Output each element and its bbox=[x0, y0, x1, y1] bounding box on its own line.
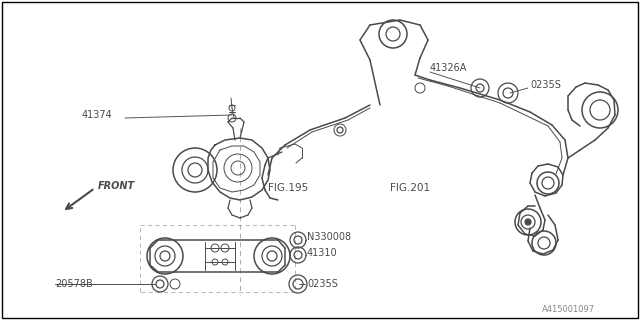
Text: A415001097: A415001097 bbox=[542, 306, 595, 315]
Text: 41374: 41374 bbox=[82, 110, 113, 120]
Text: FIG.195: FIG.195 bbox=[268, 183, 308, 193]
Circle shape bbox=[525, 219, 531, 225]
Text: FRONT: FRONT bbox=[98, 181, 135, 191]
Text: 0235S: 0235S bbox=[307, 279, 338, 289]
Text: N330008: N330008 bbox=[307, 232, 351, 242]
Text: 41326A: 41326A bbox=[430, 63, 467, 73]
Text: FIG.201: FIG.201 bbox=[390, 183, 430, 193]
Text: 0235S: 0235S bbox=[530, 80, 561, 90]
Text: 20578B: 20578B bbox=[55, 279, 93, 289]
Text: 41310: 41310 bbox=[307, 248, 338, 258]
